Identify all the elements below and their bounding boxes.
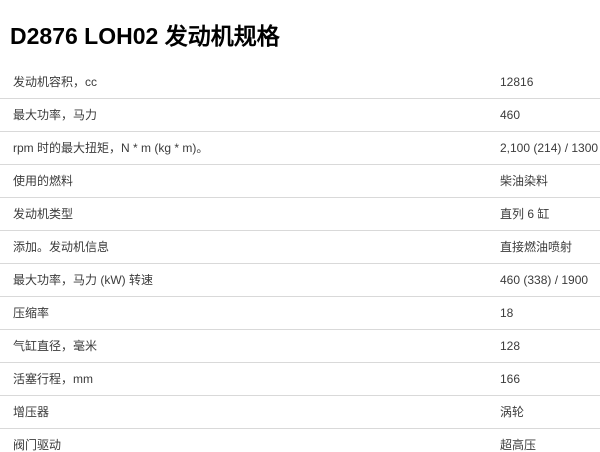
spec-value: 128 [500,338,521,353]
spec-label: 气缸直径，毫米 [13,339,98,354]
spec-label: 发动机容积，cc [13,75,98,90]
spec-label: 压缩率 [13,306,50,321]
spec-value: 柴油染料 [500,174,549,189]
table-row: 压缩率 18 [0,297,600,330]
table-row: 活塞行程，mm 166 [0,363,600,396]
page-title: D2876 LOH02 发动机规格 [10,23,280,50]
spec-value: 12816 [500,74,534,89]
spec-label: 最大功率，马力 [13,108,98,123]
spec-label: 增压器 [13,405,50,420]
table-row: 增压器 涡轮 [0,396,600,429]
spec-value: 直列 6 缸 [500,207,550,222]
spec-value: 460 [500,107,521,122]
spec-label: 阀门驱动 [13,438,62,452]
spec-value: 166 [500,371,521,386]
spec-label: 活塞行程，mm [13,372,93,387]
spec-value: 460 (338) / 1900 [500,272,589,287]
table-row: 气缸直径，毫米 128 [0,330,600,363]
spec-label: 发动机类型 [13,207,74,222]
table-row: 最大功率，马力 460 [0,99,600,132]
engine-spec-page: D2876 LOH02 发动机规格 发动机容积，cc 12816 最大功率，马力… [0,15,600,452]
spec-label: rpm 时的最大扭矩，N * m (kg * m)。 [13,141,209,156]
table-row: 发动机容积，cc 12816 [0,66,600,99]
spec-value: 2,100 (214) / 1300 [500,140,599,155]
spec-label: 添加。发动机信息 [13,240,110,255]
spec-table: 发动机容积，cc 12816 最大功率，马力 460 rpm 时的最大扭矩，N … [0,66,600,452]
spec-value: 直接燃油喷射 [500,240,573,255]
spec-value: 超高压 [500,438,537,452]
spec-label: 最大功率，马力 (kW) 转速 [13,273,153,288]
table-row: 最大功率，马力 (kW) 转速 460 (338) / 1900 [0,264,600,297]
table-row: 发动机类型 直列 6 缸 [0,198,600,231]
spec-label: 使用的燃料 [13,174,74,189]
table-row: rpm 时的最大扭矩，N * m (kg * m)。 2,100 (214) /… [0,132,600,165]
spec-value: 涡轮 [500,405,525,420]
table-row: 使用的燃料 柴油染料 [0,165,600,198]
table-row: 添加。发动机信息 直接燃油喷射 [0,231,600,264]
spec-value: 18 [500,305,514,320]
table-row: 阀门驱动 超高压 [0,429,600,452]
